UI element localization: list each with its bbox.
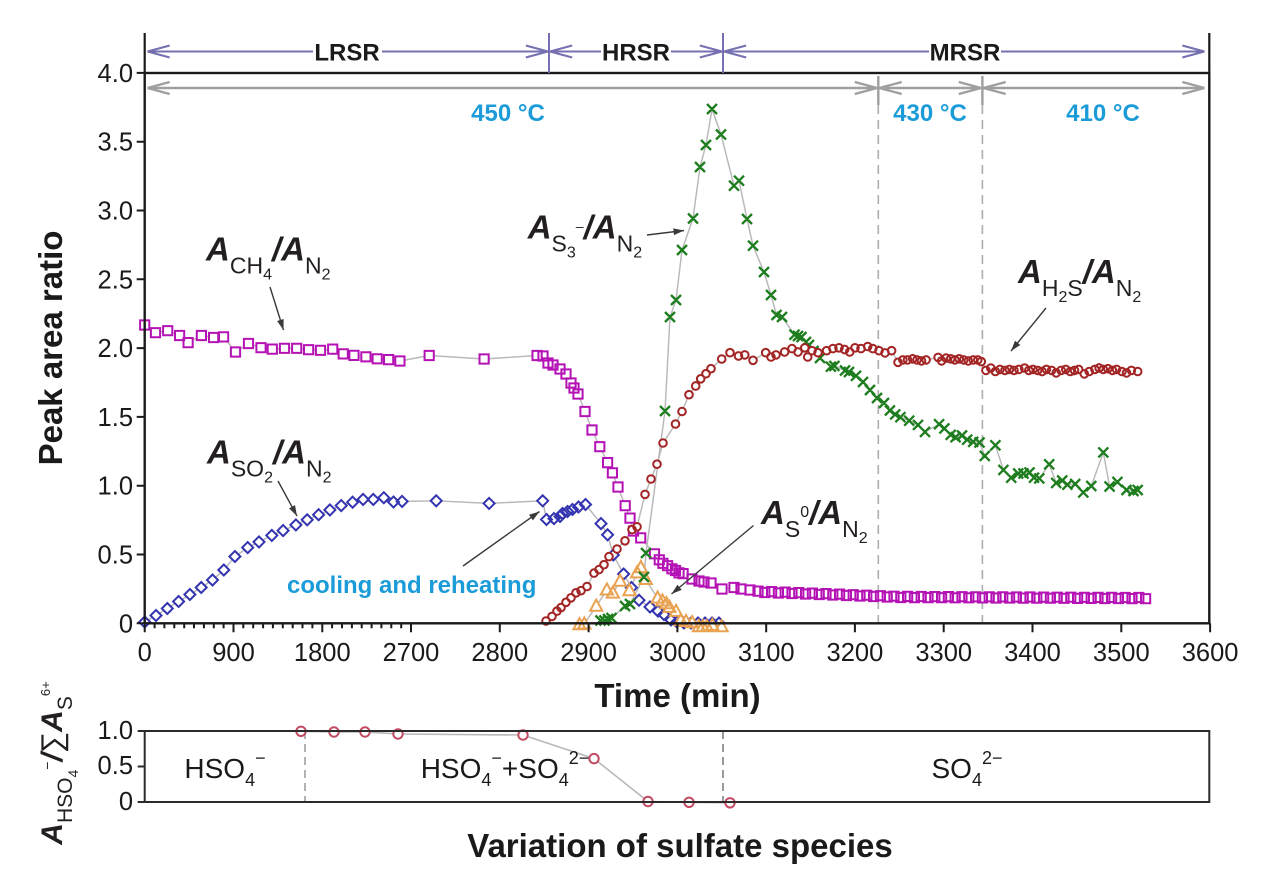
- svg-text:0: 0: [119, 610, 133, 638]
- svg-text:3000: 3000: [649, 639, 706, 667]
- svg-text:ACH4/AN2: ACH4/AN2: [205, 231, 331, 284]
- svg-text:AHSO4−/∑AS6+: AHSO4−/∑AS6+: [36, 681, 81, 845]
- svg-text:HSO4−+SO42−: HSO4−+SO42−: [421, 748, 590, 790]
- svg-text:3500: 3500: [1093, 639, 1150, 667]
- svg-text:HRSR: HRSR: [602, 40, 670, 67]
- svg-text:0: 0: [119, 788, 133, 816]
- svg-text:2800: 2800: [471, 639, 528, 667]
- svg-text:3.0: 3.0: [98, 198, 133, 226]
- svg-text:3100: 3100: [738, 639, 795, 667]
- svg-text:430 °C: 430 °C: [893, 100, 967, 127]
- svg-text:2900: 2900: [560, 639, 617, 667]
- svg-text:3300: 3300: [915, 639, 972, 667]
- svg-text:2700: 2700: [383, 639, 440, 667]
- svg-text:0.5: 0.5: [98, 752, 133, 780]
- svg-text:0: 0: [138, 639, 152, 667]
- svg-text:cooling and reheating: cooling and reheating: [287, 572, 536, 599]
- svg-text:1.0: 1.0: [98, 473, 133, 501]
- svg-text:Variation of sulfate species: Variation of sulfate species: [467, 827, 893, 864]
- svg-text:450 °C: 450 °C: [471, 100, 545, 127]
- svg-text:LRSR: LRSR: [314, 40, 379, 67]
- svg-text:ASO2/AN2: ASO2/AN2: [206, 434, 332, 487]
- svg-text:3600: 3600: [1182, 639, 1239, 667]
- svg-text:900: 900: [212, 639, 255, 667]
- svg-text:3.5: 3.5: [98, 129, 133, 157]
- svg-text:4.0: 4.0: [98, 60, 133, 88]
- svg-text:2.5: 2.5: [98, 266, 133, 294]
- svg-text:3200: 3200: [827, 639, 884, 667]
- svg-text:HSO4−: HSO4−: [184, 748, 265, 790]
- svg-text:1800: 1800: [294, 639, 351, 667]
- svg-text:1.5: 1.5: [98, 404, 133, 432]
- svg-text:Peak area ratio: Peak area ratio: [32, 231, 69, 466]
- svg-text:MRSR: MRSR: [930, 40, 1001, 67]
- svg-text:2.0: 2.0: [98, 335, 133, 363]
- svg-text:Time (min): Time (min): [594, 677, 760, 714]
- svg-text:AH2S/AN2: AH2S/AN2: [1017, 253, 1141, 306]
- svg-text:410 °C: 410 °C: [1066, 100, 1140, 127]
- svg-text:AS0/AN2: AS0/AN2: [760, 494, 868, 547]
- svg-text:SO42−: SO42−: [931, 748, 1002, 790]
- svg-text:3400: 3400: [1004, 639, 1061, 667]
- svg-text:AS3–/AN2: AS3–/AN2: [527, 209, 643, 262]
- svg-text:1.0: 1.0: [98, 717, 133, 745]
- svg-text:0.5: 0.5: [98, 542, 133, 570]
